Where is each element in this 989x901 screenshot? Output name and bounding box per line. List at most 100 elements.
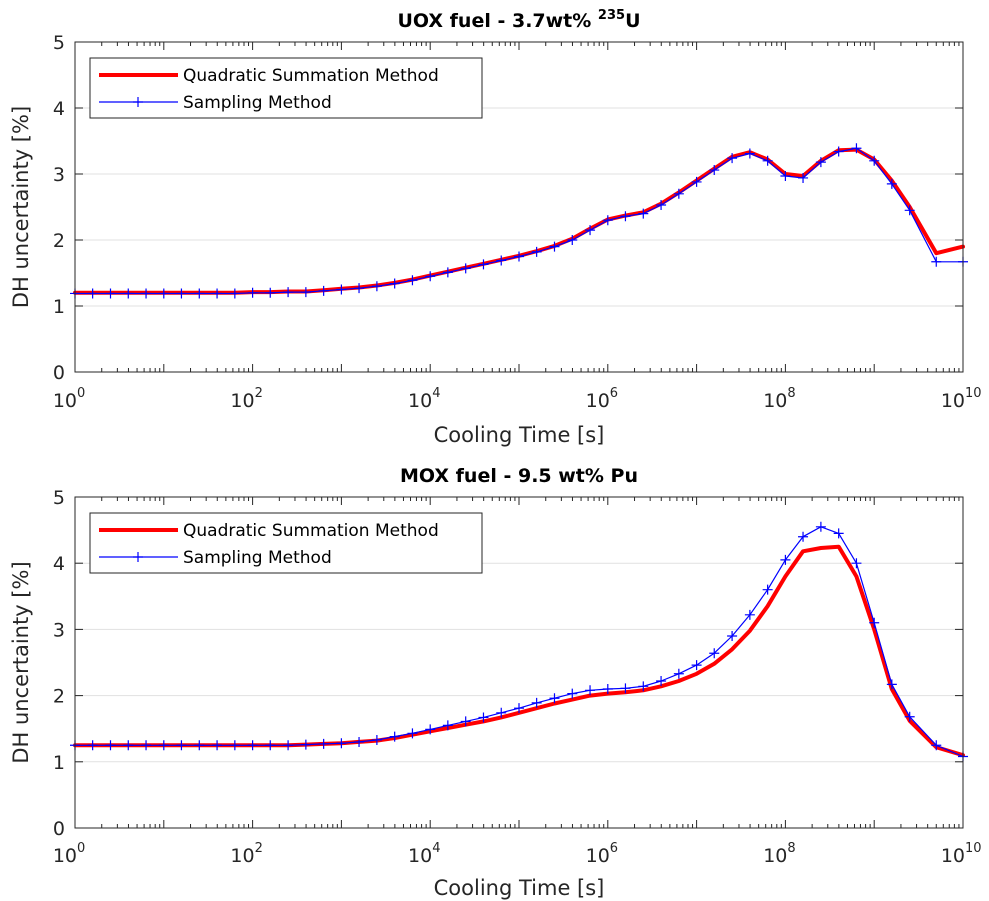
x-tick-label: 10 2	[230, 841, 262, 867]
data-point	[371, 281, 382, 292]
data-point	[744, 148, 755, 159]
data-point	[886, 679, 897, 690]
series-line-1	[73, 147, 965, 295]
data-point	[87, 288, 98, 299]
y-tick-label: 0	[53, 818, 65, 840]
data-point	[407, 728, 418, 739]
data-point	[318, 285, 329, 296]
data-point	[318, 738, 329, 749]
x-tick-exponent: 2	[255, 841, 263, 856]
data-point	[283, 740, 294, 751]
data-point	[798, 172, 809, 183]
data-point	[354, 736, 365, 747]
data-point	[105, 740, 116, 751]
data-point	[851, 558, 862, 569]
data-point	[354, 283, 365, 294]
x-tick-label: 10 4	[408, 386, 440, 412]
x-tick-label: 10 0	[53, 841, 85, 867]
x-tick-exponent: 2	[255, 386, 263, 401]
data-point	[798, 531, 809, 542]
data-point	[815, 521, 826, 532]
legend-label: Sampling Method	[183, 93, 332, 113]
data-point	[496, 255, 507, 266]
y-tick-label: 5	[53, 487, 65, 509]
x-tick-base: 10	[586, 390, 610, 412]
data-point	[709, 648, 720, 659]
data-point	[709, 165, 720, 176]
legend-item: Sampling Method	[99, 548, 332, 568]
chart-title-tail: U	[625, 10, 640, 32]
legend-box	[89, 512, 483, 574]
data-point	[549, 693, 560, 704]
data-point	[212, 740, 223, 751]
data-point	[442, 720, 453, 731]
data-point	[460, 716, 471, 727]
x-tick-base: 10	[53, 390, 77, 412]
data-point	[833, 146, 844, 157]
data-point	[194, 288, 205, 299]
x-tick-exponent: 4	[432, 841, 440, 856]
y-axis-label: DH uncertainty [%]	[9, 106, 33, 308]
legend-item: Quadratic Summation Method	[99, 521, 439, 541]
data-point	[602, 683, 613, 694]
x-tick-base: 10	[408, 390, 432, 412]
data-point	[407, 275, 418, 286]
data-point	[620, 683, 631, 694]
y-tick-label: 5	[53, 32, 65, 54]
y-tick-label: 0	[53, 362, 65, 384]
x-tick-base: 10	[230, 845, 254, 867]
x-tick-base: 10	[53, 845, 77, 867]
x-tick-base: 10	[408, 845, 432, 867]
data-point	[904, 711, 915, 722]
data-point	[514, 703, 524, 714]
data-point	[123, 288, 134, 299]
data-point	[336, 738, 347, 749]
data-point	[691, 660, 702, 671]
data-point	[300, 287, 311, 298]
x-tick-base: 10	[941, 390, 965, 412]
x-tick-base: 10	[763, 390, 787, 412]
data-point	[780, 170, 791, 181]
x-tick-exponent: 4	[432, 386, 440, 401]
data-point	[283, 287, 294, 298]
y-tick-label: 1	[53, 752, 65, 774]
x-tick-label: 10 10	[941, 386, 982, 412]
legend-item: Quadratic Summation Method	[99, 66, 439, 86]
x-tick-label: 10 6	[586, 841, 618, 867]
legend-box	[89, 57, 483, 119]
y-tick-label: 2	[53, 686, 65, 708]
x-axis-label: Cooling Time [s]	[434, 876, 605, 900]
legend-item: Sampling Method	[99, 93, 332, 113]
data-point	[300, 739, 311, 750]
x-tick-label: 10 10	[941, 841, 982, 867]
data-point	[389, 278, 400, 289]
x-tick-exponent: 8	[787, 386, 795, 401]
data-point	[176, 288, 187, 299]
y-tick-label: 1	[53, 296, 65, 318]
chart-title: UOX fuel - 3.7wt% 235U	[398, 8, 641, 32]
data-point	[638, 681, 649, 692]
x-tick-base: 10	[941, 845, 965, 867]
x-tick-base: 10	[586, 845, 610, 867]
data-point	[496, 707, 507, 718]
data-point	[194, 740, 205, 751]
data-point	[833, 528, 844, 539]
data-point	[158, 740, 169, 751]
y-axis-label: DH uncertainty [%]	[9, 561, 33, 763]
chart-title: MOX fuel - 9.5 wt% Pu	[400, 465, 638, 487]
data-point	[638, 208, 649, 219]
y-tick-label: 3	[53, 619, 65, 641]
x-tick-exponent: 8	[787, 841, 795, 856]
data-point	[780, 554, 791, 565]
data-point	[673, 188, 684, 199]
x-tick-label: 10 8	[763, 841, 795, 867]
data-point	[105, 288, 116, 299]
data-point	[141, 740, 152, 751]
data-point	[762, 155, 773, 166]
data-point	[567, 688, 578, 699]
data-point	[656, 200, 667, 211]
data-point	[904, 205, 915, 216]
